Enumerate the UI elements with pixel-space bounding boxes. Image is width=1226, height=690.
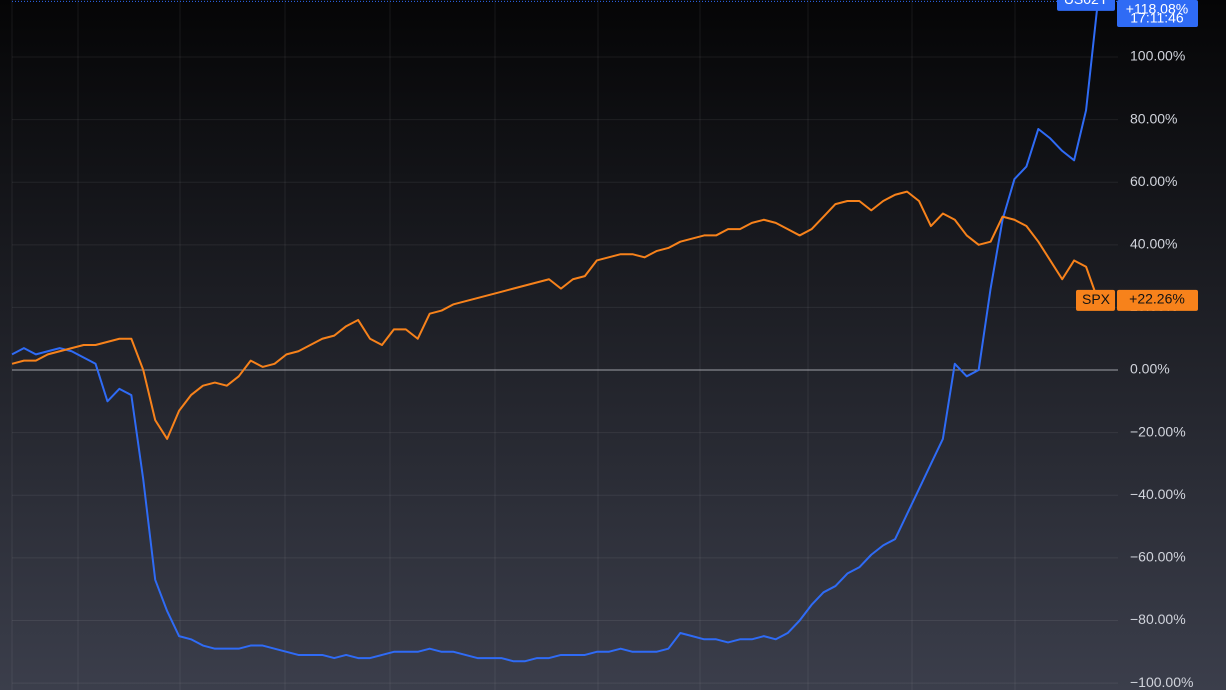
y-tick-label: −20.00% [1130, 423, 1186, 439]
y-tick-label: −100.00% [1130, 674, 1193, 690]
y-tick-label: 60.00% [1130, 173, 1177, 189]
legend-label: SPX [1082, 291, 1111, 307]
vertical-grid [11, 0, 1016, 690]
value-label-box [1117, 0, 1198, 27]
series-line [11, 190, 1099, 440]
name-label-box [1076, 289, 1115, 311]
value-label: +22.26% [1129, 291, 1185, 307]
y-tick-label: −60.00% [1130, 549, 1186, 565]
series-line [11, 0, 1099, 663]
y-tick-label: 0.00% [1130, 361, 1170, 377]
legend-label: US02Y [1064, 0, 1109, 7]
name-label-box [1057, 0, 1115, 11]
y-tick-label: −80.00% [1130, 611, 1186, 627]
y-tick-label: 80.00% [1130, 110, 1177, 126]
value-label: +118.08% [1126, 1, 1188, 17]
value-label-box [1117, 289, 1198, 311]
y-tick-label: 100.00% [1130, 48, 1185, 64]
countdown-label: 17:11:46 [1130, 10, 1184, 26]
y-tick-label: 40.00% [1130, 236, 1177, 252]
y-tick-label: −40.00% [1130, 486, 1186, 502]
